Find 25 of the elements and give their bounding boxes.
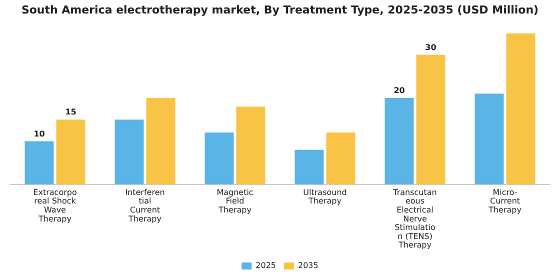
x-tick-label: Extracorporeal Shock Wave Therapy xyxy=(33,188,77,224)
x-tick-label: Magnetic Field Therapy xyxy=(216,188,254,214)
x-tick-label: Micro-Current Therapy xyxy=(488,188,522,214)
bar xyxy=(384,98,414,184)
data-label: 30 xyxy=(425,42,437,52)
data-label: 10 xyxy=(34,129,46,138)
data-label: 20 xyxy=(394,86,406,96)
x-tick-label: Interferential Current Therapy xyxy=(125,188,165,224)
bar xyxy=(146,98,176,184)
bar xyxy=(114,120,144,184)
bar xyxy=(24,141,54,184)
bar xyxy=(236,106,266,184)
bar xyxy=(56,120,86,184)
bar xyxy=(294,150,324,184)
bar xyxy=(326,132,356,184)
chart-title: South America electrotherapy market, By Treatment Type, 2025-2035 (USD Million) xyxy=(21,3,539,16)
bar xyxy=(204,132,234,184)
x-tick-label: Transcutaneous Electrical Nerve Stimulation (TENS) Therapy xyxy=(392,188,437,250)
data-label: 15 xyxy=(65,108,77,117)
legend-label: 2025 xyxy=(256,261,276,270)
legend-label: 2035 xyxy=(298,261,318,270)
bar xyxy=(506,33,536,184)
x-tick-label: Ultrasound Therapy xyxy=(303,188,347,206)
bar xyxy=(416,54,446,184)
bar xyxy=(474,94,504,184)
